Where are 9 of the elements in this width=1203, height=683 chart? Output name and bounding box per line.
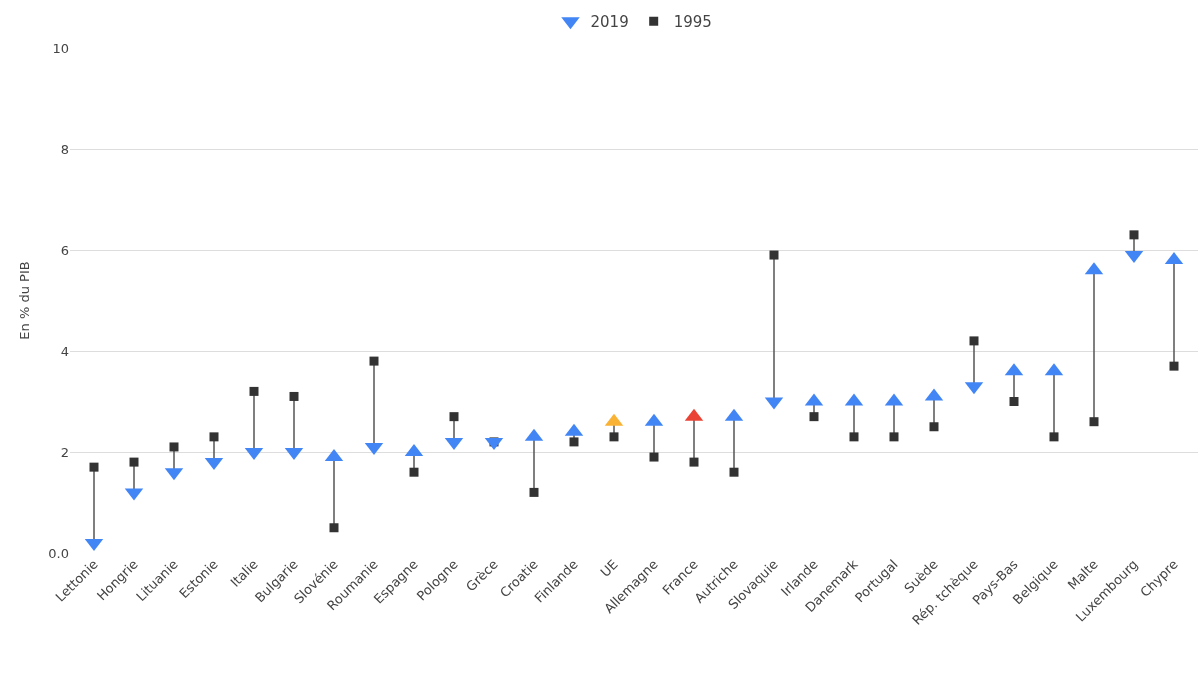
y-tick-label: 0.0 xyxy=(48,545,69,561)
legend-label: 2019 xyxy=(590,13,629,31)
y-tick-label: 8 xyxy=(60,141,69,157)
y-axis-title: En % du PIB xyxy=(17,261,33,340)
y-tick-label: 4 xyxy=(60,343,69,359)
legend-label: 1995 xyxy=(673,13,712,31)
y-tick-label: 10 xyxy=(52,40,69,56)
y-tick-label: 6 xyxy=(60,242,69,258)
y-tick-label: 2 xyxy=(60,444,69,460)
